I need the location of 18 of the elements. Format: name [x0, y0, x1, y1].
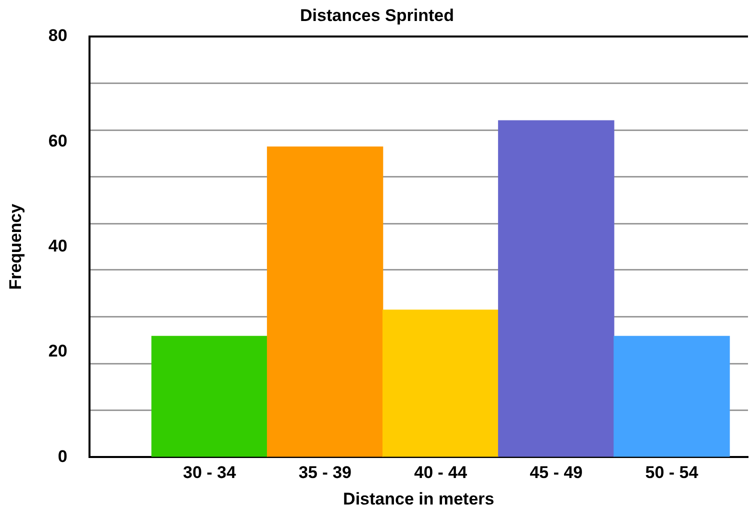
x-tick-label: 35 - 39	[298, 463, 352, 482]
bar	[266, 146, 384, 457]
x-tick-label: 40 - 44	[414, 463, 468, 482]
bar	[382, 310, 499, 457]
y-tick-label: 20	[48, 342, 68, 361]
bar	[498, 120, 614, 457]
x-tick-label: 30 - 34	[183, 463, 236, 482]
y-tick-label: 60	[48, 131, 68, 150]
x-tick-label: 50 - 54	[645, 463, 699, 482]
y-tick-label: 80	[48, 26, 68, 46]
x-axis-title: Distance in meters	[343, 489, 494, 508]
y-tick-label: 40	[48, 236, 68, 256]
chart-title: Distances Sprinted	[300, 6, 454, 25]
bar	[151, 336, 268, 457]
x-tick-label: 45 - 49	[530, 463, 583, 482]
y-tick-label: 0	[58, 446, 68, 466]
bar	[614, 336, 730, 457]
y-axis-title: Frequency	[6, 203, 25, 290]
